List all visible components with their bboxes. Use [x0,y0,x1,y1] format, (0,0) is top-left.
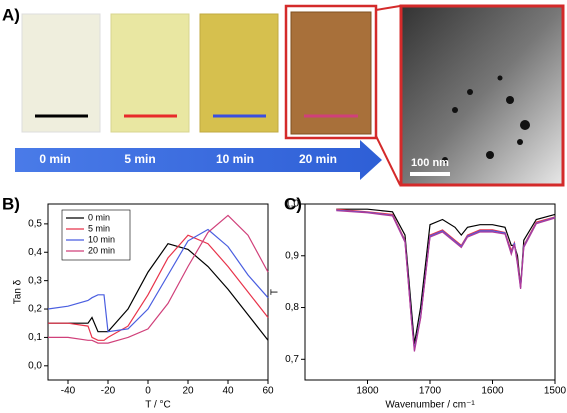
legend-label: 5 min [88,223,110,233]
y-tick-label: 0,8 [285,302,299,313]
sample-photo [110,13,190,133]
zoom-line [375,135,401,186]
y-tick-label: 0,7 [285,354,299,365]
legend-label: 0 min [88,212,110,222]
sample-photo [21,13,101,133]
time-arrow [15,140,382,180]
y-tick-label: 0,1 [28,332,42,343]
sample-photo [290,11,372,135]
panel-a: A) 100 nm 0 min 5 min 10 min 20 min [2,4,565,187]
series-line [48,214,269,344]
sample-photo [199,13,279,133]
x-tick-label: 1600 [481,386,504,397]
x-tick-label: 60 [262,386,274,397]
scale-bar [410,172,450,176]
x-tick-label: 1500 [544,386,567,397]
y-axis-label: Tan δ [13,279,24,304]
series-line [47,228,269,333]
highlight-frame [284,4,378,140]
time-label: 10 min [216,152,254,166]
time-label: 0 min [39,152,70,166]
series-line [336,209,556,351]
y-axis-label: T [270,289,281,295]
x-axis-label: T / °C [145,400,170,411]
x-tick-label: -20 [101,386,116,397]
y-tick-label: 0,0 [28,360,42,371]
tem-image [399,4,565,187]
x-tick-label: 20 [182,386,194,397]
x-axis-label: Wavenumber / cm⁻¹ [385,400,475,411]
plot-frame [47,203,269,381]
x-tick-label: -40 [61,386,76,397]
y-tick-label: 1,0 [285,199,299,210]
plot-frame [304,203,556,381]
series-line [336,210,556,352]
x-tick-label: 40 [222,386,234,397]
zoom-line [375,5,401,11]
y-tick-label: 0,5 [28,219,42,230]
x-tick-label: 0 [145,386,151,397]
time-label: 20 min [299,152,337,166]
x-tick-label: 1800 [356,386,379,397]
y-tick-label: 0,3 [28,275,42,286]
y-tick-label: 0,2 [28,304,42,315]
panel-label: A) [2,5,20,24]
nanoparticles [442,75,530,163]
x-tick-label: 1700 [419,386,442,397]
panel-label: B) [2,194,20,213]
panel-label: C) [284,194,302,213]
series-line [48,243,269,341]
series-line [48,234,269,341]
scale-label: 100 nm [411,157,449,169]
time-label: 5 min [124,152,155,166]
legend-label: 20 min [88,245,115,255]
y-tick-label: 0,9 [285,250,299,261]
y-tick-label: 0,4 [28,247,42,258]
series-line [336,208,556,350]
series-line [336,208,556,344]
legend-label: 10 min [88,234,115,244]
